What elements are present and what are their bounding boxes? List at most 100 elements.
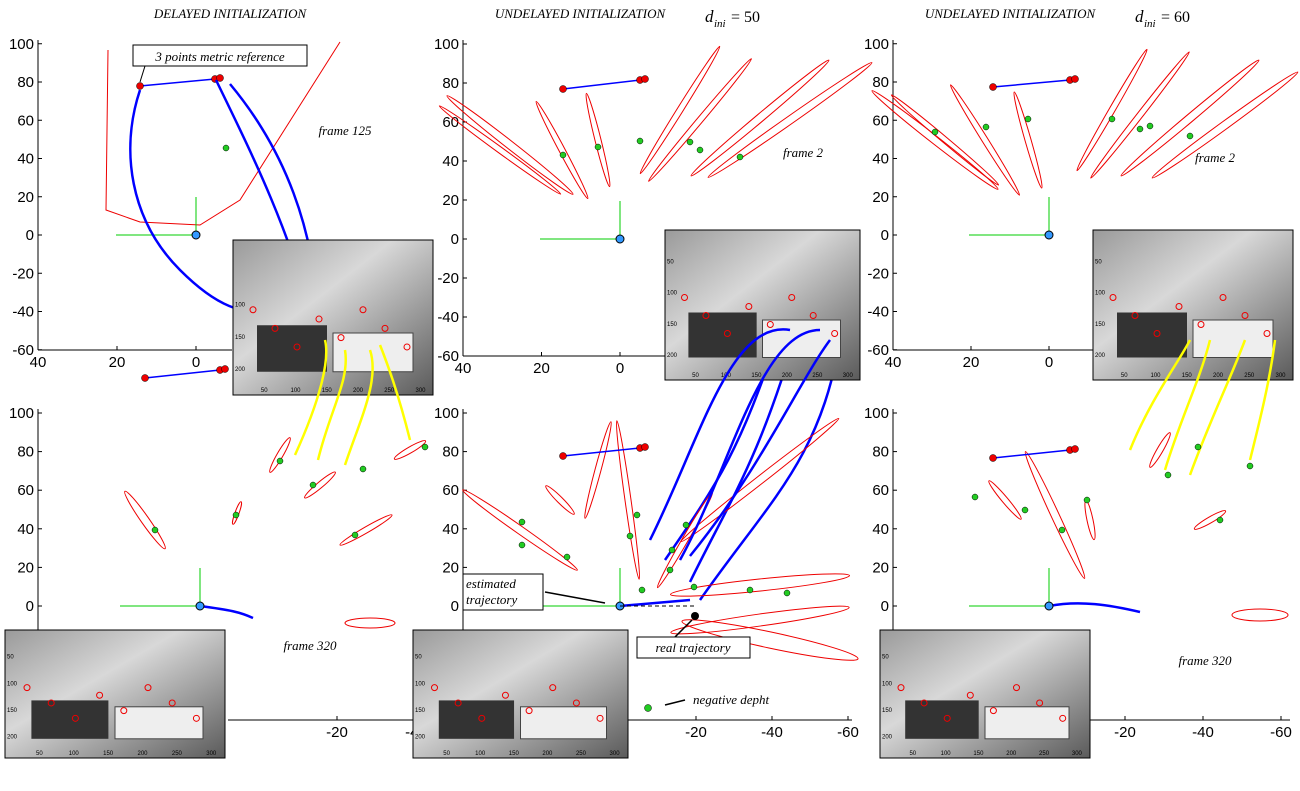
frame-label: frame 2 xyxy=(1195,150,1236,165)
inset-x-label: 300 xyxy=(843,373,854,379)
feature xyxy=(1084,497,1090,503)
callout: 3 points metric reference xyxy=(154,49,285,64)
annotation: trajectory xyxy=(466,592,517,607)
y-tick-label: 100 xyxy=(434,405,459,422)
image-object xyxy=(1193,320,1273,358)
y-tick-label: 20 xyxy=(442,559,459,576)
frame-label: frame 320 xyxy=(283,638,337,653)
inset-x-label: 150 xyxy=(103,751,114,757)
frame-label: frame 320 xyxy=(1178,653,1232,668)
y-tick-label: -20 xyxy=(437,270,459,287)
feature xyxy=(983,124,989,130)
feature xyxy=(1217,517,1223,523)
metric-reference xyxy=(563,80,640,89)
feature xyxy=(691,584,697,590)
reference-point xyxy=(222,366,229,373)
feature xyxy=(223,145,229,151)
feature xyxy=(1137,126,1143,132)
feature xyxy=(687,139,693,145)
y-tick-label: 40 xyxy=(442,521,459,538)
d-value: = 50 xyxy=(731,9,760,26)
uncertainty-ellipse xyxy=(646,57,753,183)
d-value: = 60 xyxy=(1161,9,1190,26)
inset-y-label: 100 xyxy=(415,681,426,687)
feature xyxy=(1109,116,1115,122)
y-tick-label: 40 xyxy=(872,521,889,538)
d-subscript: ini xyxy=(1144,18,1156,30)
feature xyxy=(784,590,790,596)
uncertainty-ellipse xyxy=(1074,48,1149,172)
inset-x-label: 200 xyxy=(1213,373,1224,379)
x-tick-label: 40 xyxy=(455,360,472,377)
uncertainty-ellipse xyxy=(670,570,850,601)
inset-x-label: 300 xyxy=(415,388,426,394)
y-tick-label: 60 xyxy=(17,482,34,499)
inset-y-label: 200 xyxy=(1095,353,1106,359)
y-tick-label: 100 xyxy=(9,36,34,53)
image-object xyxy=(31,700,108,738)
annotation-arrow xyxy=(675,620,692,637)
feature xyxy=(352,532,358,538)
inset-x-label: 100 xyxy=(941,751,952,757)
feature xyxy=(669,547,675,553)
inset-y-label: 50 xyxy=(667,259,674,265)
uncertainty-ellipse xyxy=(1232,609,1288,621)
inset-y-label: 200 xyxy=(415,735,426,741)
y-tick-label: -20 xyxy=(867,265,889,282)
y-tick-label: 80 xyxy=(872,444,889,461)
inset-x-label: 250 xyxy=(172,751,183,757)
y-tick-label: 20 xyxy=(17,189,34,206)
inset-y-label: 150 xyxy=(235,335,246,341)
feature xyxy=(1187,133,1193,139)
metric-reference xyxy=(145,370,220,378)
annotation-arrow xyxy=(665,700,685,705)
y-tick-label: 100 xyxy=(864,36,889,53)
inset-y-label: 50 xyxy=(1095,259,1102,265)
y-tick-label: 0 xyxy=(26,227,34,244)
inset-y-label: 50 xyxy=(7,655,14,661)
y-tick-label: 80 xyxy=(442,444,459,461)
x-tick-label: 0 xyxy=(616,360,624,377)
inset-x-label: 150 xyxy=(751,373,762,379)
x-tick-label: 40 xyxy=(885,354,902,371)
metric-reference xyxy=(993,80,1070,87)
image-object xyxy=(1117,313,1187,358)
x-tick-label: -20 xyxy=(1114,724,1136,741)
x-tick-label: -60 xyxy=(1270,724,1292,741)
inset-x-label: 200 xyxy=(542,751,553,757)
inset-y-label: 100 xyxy=(1095,291,1106,297)
inset-y-label: 100 xyxy=(7,681,18,687)
feature xyxy=(1247,463,1253,469)
feature xyxy=(634,512,640,518)
x-tick-label: 20 xyxy=(533,360,550,377)
d-symbol: d xyxy=(1135,7,1144,26)
metric-reference xyxy=(140,79,215,86)
camera xyxy=(1045,602,1053,610)
inset-x-label: 150 xyxy=(509,751,520,757)
inset-x-label: 50 xyxy=(261,388,268,394)
reference-point xyxy=(137,83,144,90)
y-tick-label: 20 xyxy=(442,192,459,209)
image-object xyxy=(905,700,979,738)
feature xyxy=(1195,444,1201,450)
reference-point xyxy=(1072,446,1079,453)
feature xyxy=(564,554,570,560)
y-tick-label: 60 xyxy=(872,112,889,129)
inset-x-label: 300 xyxy=(1275,373,1286,379)
y-tick-label: 100 xyxy=(9,405,34,422)
feature xyxy=(233,512,239,518)
feature xyxy=(152,527,158,533)
uncertainty-ellipse xyxy=(534,100,591,200)
feature xyxy=(595,144,601,150)
panel-title: UNDELAYED INITIALIZATION xyxy=(925,6,1097,21)
reference-point xyxy=(990,84,997,91)
inset-x-label: 300 xyxy=(1072,751,1083,757)
uncertainty-ellipse xyxy=(267,436,292,474)
y-tick-label: 0 xyxy=(451,231,459,248)
x-tick-label: 20 xyxy=(963,354,980,371)
uncertainty-ellipse xyxy=(1011,91,1044,189)
d-subscript: ini xyxy=(714,18,726,30)
uncertainty-ellipse xyxy=(688,57,831,179)
feature xyxy=(360,466,366,472)
annotation: estimated xyxy=(466,576,516,591)
